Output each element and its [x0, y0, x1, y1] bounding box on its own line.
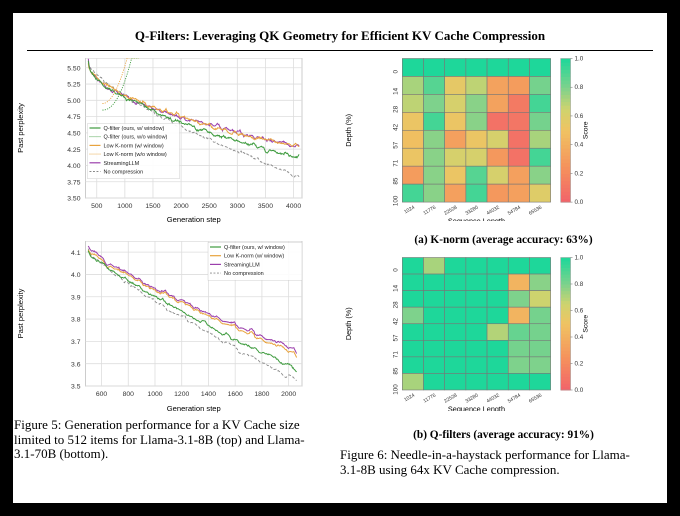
- svg-text:Sequence Length: Sequence Length: [448, 216, 505, 221]
- svg-text:0.4: 0.4: [575, 334, 584, 341]
- svg-text:3.6: 3.6: [71, 361, 81, 368]
- svg-text:Low K-norm (w/o window): Low K-norm (w/o window): [104, 152, 167, 158]
- svg-text:Sequence Length: Sequence Length: [448, 404, 505, 411]
- svg-text:600: 600: [96, 391, 108, 398]
- svg-text:85: 85: [392, 367, 399, 374]
- svg-text:3.8: 3.8: [71, 316, 81, 323]
- svg-text:4.50: 4.50: [67, 130, 80, 137]
- svg-text:100: 100: [392, 383, 399, 394]
- svg-text:3.7: 3.7: [71, 339, 81, 346]
- svg-text:0.8: 0.8: [575, 84, 584, 91]
- svg-text:1.0: 1.0: [575, 255, 584, 261]
- svg-text:5.00: 5.00: [67, 98, 80, 105]
- svg-text:2500: 2500: [202, 203, 217, 210]
- svg-text:71: 71: [392, 350, 399, 357]
- svg-text:StreamingLLM: StreamingLLM: [224, 262, 260, 268]
- svg-text:StreamingLLM: StreamingLLM: [104, 161, 140, 167]
- svg-text:1000: 1000: [147, 391, 162, 398]
- svg-text:500: 500: [91, 203, 103, 210]
- svg-text:Past perplexity: Past perplexity: [16, 288, 25, 338]
- svg-text:2000: 2000: [174, 203, 189, 210]
- svg-text:0.0: 0.0: [575, 199, 584, 206]
- svg-text:28: 28: [392, 105, 399, 112]
- svg-text:Generation step: Generation step: [167, 215, 221, 224]
- svg-text:3.50: 3.50: [67, 196, 80, 203]
- svg-text:Past perplexity: Past perplexity: [16, 103, 25, 153]
- svg-text:No compression: No compression: [224, 271, 264, 277]
- svg-text:3.75: 3.75: [67, 179, 80, 186]
- svg-text:100: 100: [392, 195, 399, 206]
- svg-text:1600: 1600: [228, 391, 243, 398]
- svg-text:1500: 1500: [145, 203, 160, 210]
- svg-text:57: 57: [392, 141, 399, 148]
- svg-text:0: 0: [392, 69, 399, 73]
- svg-text:4.1: 4.1: [71, 249, 81, 256]
- svg-text:1.0: 1.0: [575, 56, 584, 62]
- svg-text:Generation step: Generation step: [167, 404, 221, 413]
- svg-text:3.9: 3.9: [71, 294, 81, 301]
- svg-text:3.5: 3.5: [71, 383, 81, 390]
- svg-text:No compression: No compression: [104, 170, 144, 176]
- svg-text:Q-filter (ours, w/ window): Q-filter (ours, w/ window): [104, 126, 165, 132]
- svg-text:5.50: 5.50: [67, 65, 80, 72]
- svg-text:0.2: 0.2: [575, 170, 584, 177]
- svg-text:1200: 1200: [174, 391, 189, 398]
- svg-text:14: 14: [392, 284, 399, 291]
- svg-text:28: 28: [392, 301, 399, 308]
- svg-text:57: 57: [392, 334, 399, 341]
- svg-text:Depth (%): Depth (%): [344, 307, 353, 340]
- svg-text:85: 85: [392, 177, 399, 184]
- svg-text:4.75: 4.75: [67, 114, 80, 121]
- svg-text:5.25: 5.25: [67, 82, 80, 89]
- svg-text:2000: 2000: [281, 391, 296, 398]
- svg-text:Q-filter (ours, w/o window): Q-filter (ours, w/o window): [104, 135, 168, 141]
- svg-text:71: 71: [392, 159, 399, 166]
- svg-text:0.6: 0.6: [575, 307, 584, 314]
- svg-text:Score: Score: [583, 121, 590, 139]
- svg-text:Low K-norm (w/ window): Low K-norm (w/ window): [104, 143, 164, 149]
- svg-text:3500: 3500: [258, 203, 273, 210]
- svg-text:3000: 3000: [230, 203, 245, 210]
- svg-text:4.25: 4.25: [67, 147, 80, 154]
- svg-text:4.0: 4.0: [71, 272, 81, 279]
- svg-text:1400: 1400: [201, 391, 216, 398]
- svg-text:1000: 1000: [117, 203, 132, 210]
- svg-text:1800: 1800: [254, 391, 269, 398]
- svg-text:0.0: 0.0: [575, 387, 584, 394]
- svg-text:Depth (%): Depth (%): [344, 113, 353, 146]
- svg-text:0.6: 0.6: [575, 112, 584, 119]
- svg-text:4000: 4000: [286, 203, 301, 210]
- svg-text:4.00: 4.00: [67, 163, 80, 170]
- svg-text:0.2: 0.2: [575, 360, 584, 367]
- svg-text:0.4: 0.4: [575, 141, 584, 148]
- svg-text:14: 14: [392, 87, 399, 94]
- svg-text:Low K-norm (w/ window): Low K-norm (w/ window): [224, 253, 284, 259]
- svg-text:42: 42: [392, 123, 399, 130]
- svg-text:0: 0: [392, 267, 399, 271]
- svg-text:42: 42: [392, 317, 399, 324]
- svg-text:Score: Score: [583, 314, 590, 332]
- svg-text:800: 800: [123, 391, 135, 398]
- svg-text:Q-filter (ours, w/ window): Q-filter (ours, w/ window): [224, 245, 285, 251]
- svg-text:0.8: 0.8: [575, 281, 584, 288]
